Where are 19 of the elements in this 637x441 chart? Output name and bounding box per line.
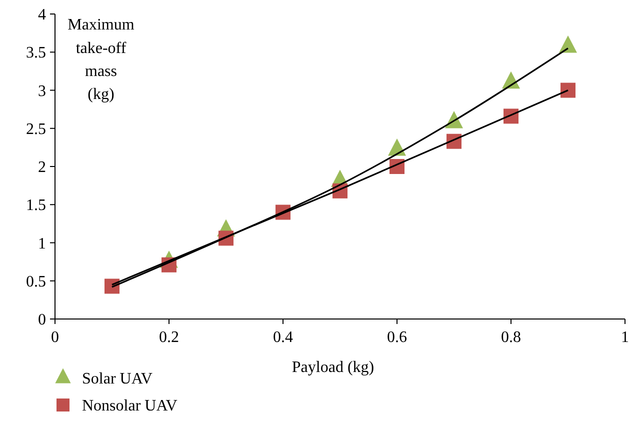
y-tick-label: 3 xyxy=(38,82,46,100)
y-tick-label: 0 xyxy=(38,312,46,329)
y-tick-label: 1 xyxy=(38,235,46,252)
y-tick-label: 3.5 xyxy=(26,44,46,62)
x-tick-label: 0 xyxy=(51,329,59,346)
x-tick-label: 1 xyxy=(621,329,629,346)
legend-label: Solar UAV xyxy=(82,370,153,388)
x-tick-label: 0.4 xyxy=(273,329,293,346)
x-tick-label: 0.8 xyxy=(501,329,521,346)
x-tick-label: 0.2 xyxy=(159,329,179,346)
x-axis-title: Payload (kg) xyxy=(292,359,374,376)
y-axis-title: Maximum take-off mass (kg) xyxy=(68,16,135,104)
y-tick-label: 4 xyxy=(38,6,46,24)
x-tick-label: 0.6 xyxy=(387,329,407,346)
y-tick-label: 2 xyxy=(38,159,46,176)
y-tick-label: 0.5 xyxy=(26,273,46,290)
y-tick-label: 1.5 xyxy=(26,197,46,214)
y-tick-label: 2.5 xyxy=(26,120,46,138)
legend-label: Nonsolar UAV xyxy=(82,398,178,415)
